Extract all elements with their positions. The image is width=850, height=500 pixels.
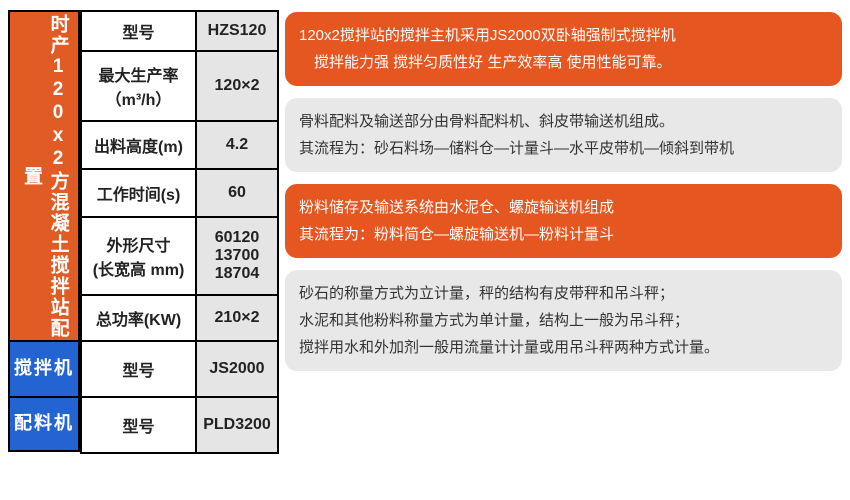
callout-line: 120x2搅拌站的搅拌主机采用JS2000双卧轴强制式搅拌机 <box>299 22 828 49</box>
table-row: 最大生产率（m³/h）120×2 <box>81 51 278 121</box>
spec-label: 外形尺寸(长宽高 mm) <box>81 217 196 295</box>
callout-column: 120x2搅拌站的搅拌主机采用JS2000双卧轴强制式搅拌机 搅拌能力强 搅拌匀… <box>285 10 842 454</box>
callout-line: 其流程为：粉料简仓—螺旋输送机—粉料计量斗 <box>299 221 828 248</box>
spec-value: 120×2 <box>196 51 278 121</box>
sidebar-mixer-title: 搅拌机 <box>8 340 80 396</box>
spec-label: 型号 <box>81 11 196 51</box>
spec-label: 型号 <box>81 397 196 453</box>
callout-line: 砂石的称量方式为立计量，秤的结构有皮带秤和吊斗秤； <box>299 280 828 307</box>
table-row: 型号HZS120 <box>81 11 278 51</box>
table-row: 工作时间(s)60 <box>81 169 278 217</box>
callout-orange: 粉料储存及输送系统由水泥仓、螺旋输送机组成其流程为：粉料简仓—螺旋输送机—粉料计… <box>285 184 842 258</box>
spec-label: 型号 <box>81 341 196 397</box>
spec-label: 工作时间(s) <box>81 169 196 217</box>
spec-value: 60 <box>196 169 278 217</box>
spec-label: 总功率(KW) <box>81 295 196 341</box>
table-row: 总功率(KW)210×2 <box>81 295 278 341</box>
callout-line: 粉料储存及输送系统由水泥仓、螺旋输送机组成 <box>299 194 828 221</box>
spec-table: 型号HZS120最大生产率（m³/h）120×2出料高度(m)4.2工作时间(s… <box>80 10 279 454</box>
callout-gray: 骨料配料及输送部分由骨料配料机、斜皮带输送机组成。其流程为：砂石料场—储料仓—计… <box>285 98 842 172</box>
spec-value: 210×2 <box>196 295 278 341</box>
callout-line: 搅拌用水和外加剂一般用流量计计量或用吊斗秤两种方式计量。 <box>299 334 828 361</box>
spec-value: HZS120 <box>196 11 278 51</box>
spec-label: 最大生产率（m³/h） <box>81 51 196 121</box>
callout-gray: 砂石的称量方式为立计量，秤的结构有皮带秤和吊斗秤；水泥和其他粉料称量方式为单计量… <box>285 270 842 371</box>
sidebar: 时产120x2方混凝土搅拌站配置 搅拌机 配料机 <box>8 10 80 454</box>
table-row: 型号JS2000 <box>81 341 278 397</box>
page-container: 时产120x2方混凝土搅拌站配置 搅拌机 配料机 型号HZS120最大生产率（m… <box>0 0 850 464</box>
callout-line: 搅拌能力强 搅拌匀质性好 生产效率高 使用性能可靠。 <box>299 49 828 76</box>
callout-line: 水泥和其他粉料称量方式为单计量，结构上一般为吊斗秤； <box>299 307 828 334</box>
table-row: 型号PLD3200 <box>81 397 278 453</box>
table-row: 外形尺寸(长宽高 mm)601201370018704 <box>81 217 278 295</box>
callout-line: 骨料配料及输送部分由骨料配料机、斜皮带输送机组成。 <box>299 108 828 135</box>
spec-value: JS2000 <box>196 341 278 397</box>
spec-value: PLD3200 <box>196 397 278 453</box>
spec-label: 出料高度(m) <box>81 121 196 169</box>
table-row: 出料高度(m)4.2 <box>81 121 278 169</box>
spec-value: 601201370018704 <box>196 217 278 295</box>
callout-line: 其流程为：砂石料场—储料仓—计量斗—水平皮带机—倾斜到带机 <box>299 135 828 162</box>
spec-value: 4.2 <box>196 121 278 169</box>
callout-orange: 120x2搅拌站的搅拌主机采用JS2000双卧轴强制式搅拌机 搅拌能力强 搅拌匀… <box>285 12 842 86</box>
left-block: 时产120x2方混凝土搅拌站配置 搅拌机 配料机 型号HZS120最大生产率（m… <box>8 10 279 454</box>
sidebar-batch-title: 配料机 <box>8 396 80 452</box>
sidebar-main-title: 时产120x2方混凝土搅拌站配置 <box>8 10 80 340</box>
